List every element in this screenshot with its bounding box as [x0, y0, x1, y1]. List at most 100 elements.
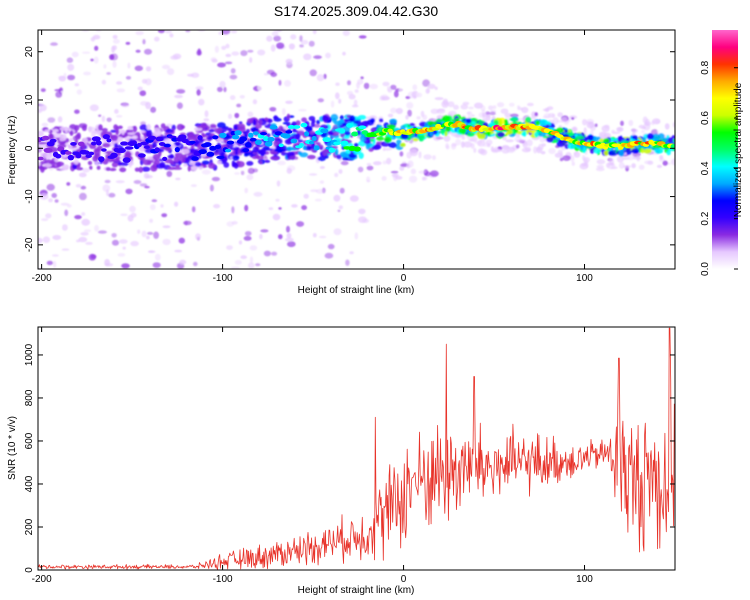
spectrogram-noise-cell [322, 21, 329, 26]
spectrogram-band-cell [278, 125, 284, 132]
spectrogram-noise-cell [259, 233, 263, 240]
spectrogram-band-cell [163, 138, 171, 144]
spectrogram-noise-cell [536, 146, 543, 154]
spectrogram-noise-cell [406, 102, 414, 109]
spectrogram-noise-cell [257, 84, 264, 92]
spectrogram-ridge-cell [38, 156, 44, 161]
spectrogram-noise-cell [345, 259, 350, 266]
spectrogram-noise-cell [390, 170, 399, 174]
spectrogram-band-cell [255, 123, 262, 129]
spectrogram-noise-cell [244, 231, 252, 236]
spectrogram-band-cell [110, 129, 117, 133]
spectrogram-noise-cell [45, 213, 52, 219]
spectrogram-band-cell [231, 160, 235, 168]
spectrogram-band-cell [181, 148, 190, 154]
spectrogram-noise-cell [474, 140, 478, 144]
spectrogram-band-cell [574, 133, 578, 137]
spectrogram-noise-cell [137, 86, 143, 91]
spectrogram-band-cell [223, 162, 230, 168]
spectrogram-noise-cell [284, 80, 291, 87]
spectrogram-band-cell [146, 124, 151, 130]
spectrogram-noise-cell [432, 155, 436, 161]
spectrogram-noise-cell [353, 99, 358, 106]
spectrogram-noise-cell [110, 53, 118, 61]
spectrogram-ridge-cell [122, 157, 131, 163]
snr-ytick-label: 200 [24, 518, 35, 535]
spectrogram-noise-cell [151, 199, 158, 203]
spectrogram-noise-cell [193, 261, 198, 267]
spectrogram-noise-cell [278, 234, 283, 240]
spectrogram-noise-cell [333, 194, 341, 202]
spectrogram-ridge-cell [110, 152, 118, 159]
spectrogram-noise-cell [54, 89, 63, 92]
spectrogram-band-cell [496, 131, 505, 138]
spectrogram-noise-cell [340, 160, 349, 166]
spectrogram-band-cell [309, 130, 315, 135]
spectrogram-ridge-cell [239, 136, 248, 142]
spectrogram-noise-cell [282, 89, 289, 95]
spectrogram-band-cell [216, 137, 223, 142]
spectrogram-noise-cell [83, 229, 92, 233]
spectrogram-noise-cell [94, 45, 99, 51]
spectrogram-xtick-label: -200 [32, 273, 52, 284]
spectrogram-noise-cell [502, 149, 510, 154]
spectrogram-noise-cell [55, 91, 63, 98]
spectrogram-noise-cell [271, 31, 279, 37]
spectrogram-band-cell [244, 153, 249, 157]
spectrogram-noise-cell [221, 30, 231, 35]
spectrogram-band-cell [139, 124, 148, 131]
spectrogram-noise-cell [570, 155, 575, 163]
spectrogram-noise-cell [455, 138, 462, 146]
spectrogram-noise-cell [82, 51, 91, 54]
spectrogram-noise-cell [116, 88, 126, 93]
spectrogram-ridge-cell [255, 139, 262, 145]
spectrogram-band-cell [441, 115, 451, 122]
spectrogram-band-cell [234, 150, 239, 155]
spectrogram-ridge-cell [106, 138, 112, 143]
spectrogram-noise-cell [299, 44, 304, 48]
spectrogram-noise-cell [231, 206, 235, 214]
spectrogram-ridge-cell [285, 130, 293, 134]
spectrogram-noise-cell [548, 147, 556, 155]
spectrogram-band-cell [396, 139, 402, 145]
spectrogram-ridge-cell [154, 147, 160, 152]
spectrogram-noise-cell [106, 117, 112, 123]
snr-series-line [38, 327, 675, 570]
spectrogram-band-cell [172, 166, 182, 170]
spectrogram-band-cell [175, 164, 181, 168]
spectrogram-band-cell [343, 135, 350, 140]
spectrogram-ridge-cell [77, 141, 85, 147]
spectrogram-noise-cell [366, 163, 372, 166]
spectrogram-noise-cell [407, 109, 412, 117]
spectrogram-band-cell [38, 141, 48, 145]
spectrogram-band-cell [654, 148, 664, 154]
spectrogram-ridge-cell [49, 138, 57, 143]
spectrogram-noise-cell [252, 168, 258, 173]
spectrogram-noise-cell [101, 271, 109, 276]
spectrogram-band-cell [131, 135, 138, 140]
spectrogram-noise-cell [632, 156, 642, 160]
spectrogram-noise-cell [291, 204, 298, 208]
spectrogram-noise-cell [74, 215, 82, 220]
spectrogram-noise-cell [319, 180, 324, 184]
spectrogram-band-cell [174, 141, 181, 147]
spectrogram-noise-cell [221, 45, 227, 51]
spectrogram-band-cell [109, 136, 117, 139]
spectrogram-band-cell [603, 138, 610, 144]
spectrogram-noise-cell [125, 188, 133, 195]
spectrogram-band-cell [662, 137, 669, 142]
spectrogram-band-cell [216, 127, 223, 135]
spectrogram-noise-cell [39, 193, 49, 200]
spectrogram-band-cell [504, 119, 508, 124]
spectrogram-band-cell [465, 118, 472, 124]
spectrogram-noise-cell [327, 243, 335, 250]
spectrogram-band-cell [596, 136, 601, 140]
spectrogram-band-cell [142, 159, 152, 166]
spectrogram-noise-cell [670, 158, 675, 166]
spectrogram-band-cell [575, 135, 585, 140]
spectrogram-noise-cell [406, 163, 411, 169]
spectrogram-band-cell [249, 153, 254, 158]
spectrogram-noise-cell [249, 256, 254, 264]
spectrogram-noise-cell [154, 253, 161, 261]
spectrogram-ridge-cell [290, 138, 298, 144]
